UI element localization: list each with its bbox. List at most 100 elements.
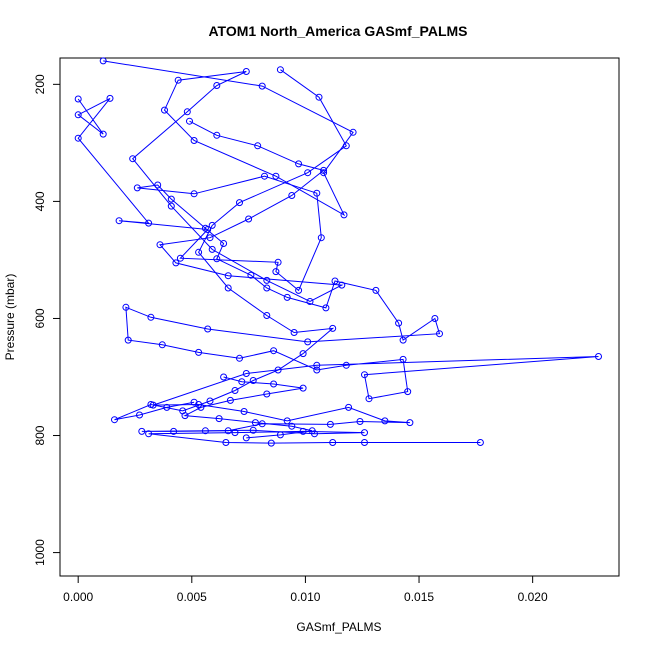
data-point	[249, 426, 257, 434]
data-point	[195, 348, 203, 356]
data-point	[345, 403, 353, 411]
data-point	[313, 189, 321, 197]
data-point	[115, 217, 123, 225]
data-point	[320, 169, 328, 177]
data-point	[106, 94, 114, 102]
data-point	[404, 388, 412, 396]
data-point	[183, 108, 191, 116]
data-point	[365, 395, 373, 403]
data-point	[145, 219, 153, 227]
data-point	[190, 137, 198, 144]
data-point	[406, 419, 414, 427]
data-point	[167, 195, 175, 203]
y-tick-label: 200	[33, 74, 47, 94]
series-line	[114, 69, 347, 421]
data-point	[322, 304, 330, 312]
data-point	[274, 366, 282, 374]
data-point	[436, 330, 443, 338]
data-point	[122, 303, 130, 311]
data-point	[340, 211, 348, 219]
y-tick-label: 1000	[33, 539, 47, 566]
x-tick-label: 0.000	[63, 590, 93, 604]
data-point	[270, 380, 278, 388]
y-tick-label: 800	[33, 425, 47, 445]
data-point	[313, 366, 321, 374]
data-point	[224, 272, 232, 280]
data-point	[342, 142, 350, 150]
data-point	[74, 134, 82, 142]
data-point	[213, 131, 221, 139]
data-point	[195, 248, 203, 256]
data-point	[186, 117, 193, 125]
data-point	[299, 350, 307, 358]
data-point	[283, 417, 291, 425]
x-tick-label: 0.010	[290, 590, 320, 604]
data-point	[138, 427, 146, 435]
y-axis: 200 400 600 800 1000	[33, 74, 60, 566]
data-point	[213, 82, 221, 89]
data-point	[201, 427, 209, 435]
y-axis-label: Pressure (mbar)	[3, 274, 17, 361]
data-point	[236, 199, 243, 207]
data-point	[240, 408, 248, 415]
data-point	[222, 439, 230, 446]
data-point	[338, 281, 346, 289]
data-point	[204, 325, 212, 333]
data-point	[158, 341, 166, 349]
series-line	[103, 60, 354, 303]
data-point	[163, 403, 171, 411]
data-point	[329, 324, 337, 332]
data-point	[315, 93, 323, 101]
data-point	[295, 286, 303, 294]
data-point	[258, 82, 266, 90]
data-point	[342, 361, 350, 369]
data-point	[236, 354, 243, 362]
data-point	[595, 353, 602, 360]
data-point	[317, 234, 325, 242]
plot-frame	[59, 57, 620, 577]
x-axis: 0.000 0.005 0.010 0.015 0.020	[63, 576, 548, 604]
series-lines	[77, 60, 599, 444]
data-point	[111, 416, 118, 424]
data-point	[231, 387, 239, 394]
data-point	[276, 66, 284, 74]
x-tick-label: 0.020	[518, 590, 548, 604]
data-point	[395, 319, 403, 327]
data-point	[270, 347, 278, 355]
data-point	[181, 412, 189, 420]
data-point	[231, 429, 239, 437]
data-point	[161, 106, 168, 114]
data-point	[74, 111, 82, 119]
data-point	[247, 271, 255, 279]
data-point	[261, 172, 268, 180]
data-point	[172, 259, 180, 267]
data-point	[133, 184, 141, 192]
data-point	[431, 315, 439, 322]
data-point	[242, 434, 250, 442]
data-point	[147, 313, 155, 321]
data-point	[254, 142, 262, 150]
data-point	[306, 298, 314, 305]
data-point	[174, 76, 182, 84]
data-point	[167, 202, 175, 210]
data-point	[190, 190, 198, 198]
data-point	[274, 258, 282, 266]
data-point	[399, 336, 407, 344]
data-point	[136, 411, 143, 419]
data-point	[283, 293, 291, 301]
y-tick-label: 600	[33, 308, 47, 328]
data-point	[361, 439, 368, 446]
data-point	[356, 418, 364, 425]
data-point	[399, 355, 407, 363]
data-point	[361, 371, 368, 379]
data-point	[272, 172, 280, 180]
data-point	[326, 420, 334, 428]
data-point	[263, 312, 271, 319]
data-point	[220, 373, 228, 381]
data-point	[288, 192, 296, 199]
data-point	[331, 277, 339, 285]
data-point	[224, 284, 232, 292]
data-point	[99, 130, 107, 138]
